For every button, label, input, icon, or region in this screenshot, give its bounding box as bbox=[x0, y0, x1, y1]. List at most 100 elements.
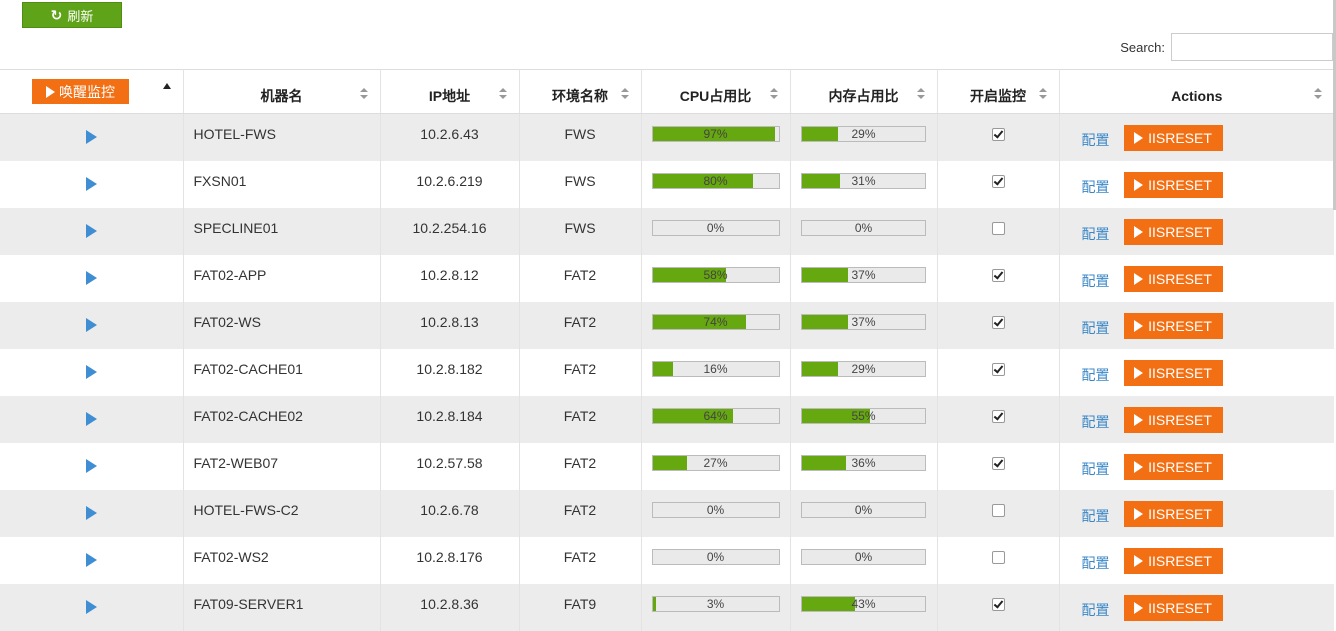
expand-play-icon[interactable] bbox=[85, 458, 97, 473]
memory-percent: 0% bbox=[854, 220, 873, 235]
iisreset-button[interactable]: IISRESET bbox=[1123, 547, 1223, 574]
monitor-checkbox[interactable] bbox=[991, 315, 1005, 329]
expand-play-icon[interactable] bbox=[85, 505, 97, 520]
monitor-checkbox[interactable] bbox=[991, 409, 1005, 423]
machine-name: FAT02-WS bbox=[183, 301, 381, 349]
expand-cell bbox=[0, 348, 184, 396]
expand-play-icon[interactable] bbox=[85, 130, 97, 144]
config-link[interactable]: 配置 bbox=[1081, 554, 1110, 571]
actions-cell: 配置 IISRESET bbox=[1059, 255, 1334, 302]
monitor-checkbox[interactable] bbox=[991, 128, 1005, 141]
iisreset-button[interactable]: IISRESET bbox=[1123, 265, 1223, 292]
expand-play-icon[interactable] bbox=[85, 270, 97, 285]
memory-bar-fill bbox=[802, 596, 855, 611]
config-link[interactable]: 配置 bbox=[1081, 178, 1110, 195]
header-row: 唤醒监控 机器名 IP地址 环境名称 CPU占用比 内存占用比 开启监控 Act… bbox=[0, 69, 1334, 114]
monitor-cell bbox=[937, 113, 1060, 161]
iisreset-button[interactable]: IISRESET bbox=[1123, 594, 1223, 621]
config-link[interactable]: 配置 bbox=[1081, 132, 1110, 148]
cpu-progress-bar: 27% bbox=[651, 454, 780, 471]
expand-play-icon[interactable] bbox=[85, 599, 97, 614]
header-play-col[interactable]: 唤醒监控 bbox=[0, 69, 184, 114]
expand-cell bbox=[0, 395, 184, 443]
search-input[interactable] bbox=[1171, 33, 1333, 61]
config-link[interactable]: 配置 bbox=[1081, 225, 1110, 242]
monitor-checkbox[interactable] bbox=[991, 221, 1005, 235]
memory-cell: 0% bbox=[790, 489, 938, 537]
wake-monitor-button[interactable]: 唤醒监控 bbox=[32, 79, 129, 104]
play-icon bbox=[1134, 601, 1144, 614]
refresh-button[interactable]: ↻ 刷新 bbox=[22, 2, 122, 28]
expand-play-icon[interactable] bbox=[85, 317, 97, 332]
cpu-bar-fill bbox=[652, 127, 775, 141]
table-row: HOTEL-FWS 10.2.6.43 FWS 97% 29% 配置 IISRESET bbox=[0, 113, 1334, 161]
cpu-cell: 0% bbox=[641, 536, 791, 584]
monitor-checkbox[interactable] bbox=[991, 503, 1005, 517]
config-link[interactable]: 配置 bbox=[1081, 413, 1110, 430]
memory-progress-bar: 0% bbox=[801, 501, 926, 518]
machine-name: SPECLINE01 bbox=[183, 207, 381, 255]
config-link[interactable]: 配置 bbox=[1081, 460, 1110, 477]
monitor-checkbox[interactable] bbox=[991, 362, 1005, 376]
header-actions[interactable]: Actions bbox=[1059, 69, 1334, 114]
ip-address: 10.2.8.12 bbox=[380, 254, 520, 302]
sort-icon bbox=[769, 88, 778, 100]
config-link[interactable]: 配置 bbox=[1081, 366, 1110, 383]
cpu-progress-bar: 3% bbox=[651, 595, 780, 612]
sort-icon bbox=[1038, 88, 1047, 100]
iisreset-label: IISRESET bbox=[1148, 270, 1212, 287]
iisreset-button[interactable]: IISRESET bbox=[1123, 359, 1223, 386]
header-machine-name[interactable]: 机器名 bbox=[183, 69, 381, 114]
expand-play-icon[interactable] bbox=[85, 176, 97, 191]
expand-cell bbox=[0, 301, 184, 349]
config-link[interactable]: 配置 bbox=[1081, 507, 1110, 524]
env-name: FAT2 bbox=[519, 395, 642, 443]
header-env[interactable]: 环境名称 bbox=[519, 69, 642, 114]
table-row: FAT09-SERVER1 10.2.8.36 FAT9 3% 43% 配置 IISRESE… bbox=[0, 583, 1334, 631]
monitor-cell bbox=[937, 207, 1060, 255]
machine-name: FAT2-WEB07 bbox=[183, 442, 381, 490]
memory-percent: 37% bbox=[851, 314, 876, 329]
config-link[interactable]: 配置 bbox=[1081, 319, 1110, 336]
config-link[interactable]: 配置 bbox=[1081, 272, 1110, 289]
iisreset-button[interactable]: IISRESET bbox=[1123, 406, 1223, 433]
iisreset-button[interactable]: IISRESET bbox=[1123, 218, 1223, 245]
expand-play-icon[interactable] bbox=[85, 552, 97, 567]
search-label: Search: bbox=[1120, 39, 1165, 55]
expand-play-icon[interactable] bbox=[85, 364, 97, 379]
cpu-percent: 0% bbox=[706, 502, 725, 517]
cpu-bar-fill bbox=[652, 173, 754, 188]
header-memory[interactable]: 内存占用比 bbox=[790, 69, 938, 114]
header-ip[interactable]: IP地址 bbox=[380, 69, 520, 114]
monitor-checkbox[interactable] bbox=[991, 456, 1005, 470]
config-link[interactable]: 配置 bbox=[1081, 601, 1110, 618]
expand-play-icon[interactable] bbox=[85, 411, 97, 426]
header-monitor[interactable]: 开启监控 bbox=[937, 69, 1060, 114]
monitor-checkbox[interactable] bbox=[991, 268, 1005, 282]
expand-play-icon[interactable] bbox=[85, 223, 97, 238]
play-icon bbox=[1134, 272, 1144, 285]
monitor-checkbox[interactable] bbox=[991, 174, 1005, 188]
memory-percent: 29% bbox=[851, 361, 876, 376]
iisreset-label: IISRESET bbox=[1148, 317, 1212, 334]
actions-cell: 配置 IISRESET bbox=[1059, 114, 1334, 161]
actions-cell: 配置 IISRESET bbox=[1059, 349, 1334, 396]
header-cpu[interactable]: CPU占用比 bbox=[641, 69, 791, 114]
iisreset-label: IISRESET bbox=[1148, 505, 1212, 522]
scrollbar[interactable] bbox=[1333, 0, 1336, 210]
cpu-bar-fill bbox=[652, 314, 746, 329]
sort-icon bbox=[359, 88, 368, 100]
actions-cell: 配置 IISRESET bbox=[1059, 208, 1334, 255]
memory-progress-bar: 29% bbox=[801, 360, 926, 377]
memory-bar-fill bbox=[802, 314, 848, 329]
monitor-checkbox[interactable] bbox=[991, 597, 1005, 611]
monitor-checkbox[interactable] bbox=[991, 550, 1005, 564]
iisreset-button[interactable]: IISRESET bbox=[1123, 312, 1223, 339]
iisreset-button[interactable]: IISRESET bbox=[1123, 125, 1223, 151]
iisreset-button[interactable]: IISRESET bbox=[1123, 171, 1223, 198]
iisreset-button[interactable]: IISRESET bbox=[1123, 500, 1223, 527]
cpu-progress-bar: 80% bbox=[651, 172, 780, 189]
cpu-cell: 16% bbox=[641, 348, 791, 396]
monitor-cell bbox=[937, 489, 1060, 537]
iisreset-button[interactable]: IISRESET bbox=[1123, 453, 1223, 480]
